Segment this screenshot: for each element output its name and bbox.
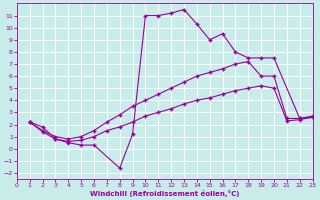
X-axis label: Windchill (Refroidissement éolien,°C): Windchill (Refroidissement éolien,°C) — [90, 190, 239, 197]
